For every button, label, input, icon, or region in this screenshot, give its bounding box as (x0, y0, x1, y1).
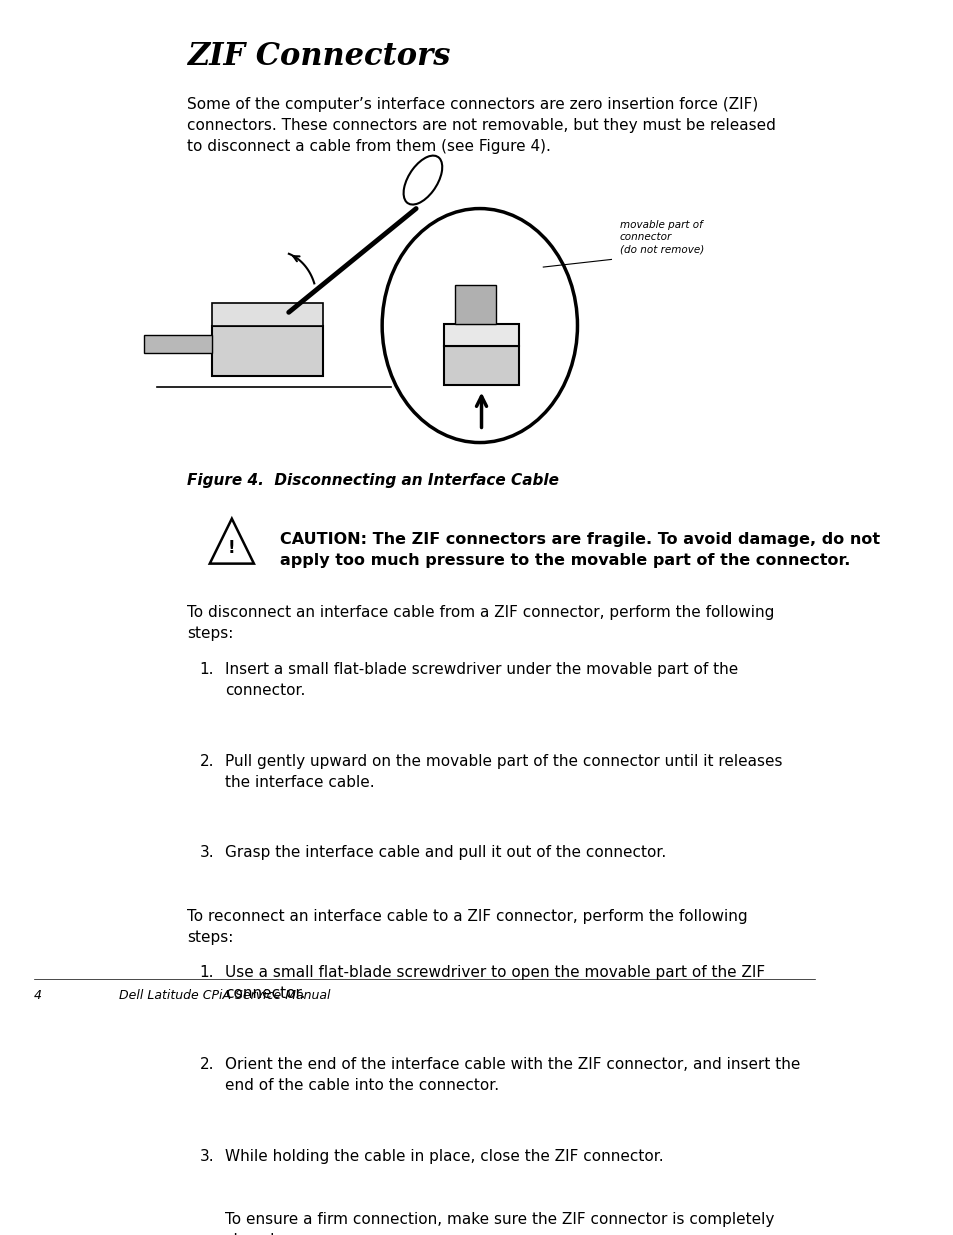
Text: 2.: 2. (199, 753, 213, 769)
Text: While holding the cable in place, close the ZIF connector.: While holding the cable in place, close … (225, 1149, 663, 1163)
Text: 1.: 1. (199, 662, 213, 677)
Text: Insert a small flat-blade screwdriver under the movable part of the
connector.: Insert a small flat-blade screwdriver un… (225, 662, 738, 698)
FancyBboxPatch shape (444, 346, 518, 384)
Text: Orient the end of the interface cable with the ZIF connector, and insert the
end: Orient the end of the interface cable wi… (225, 1057, 800, 1093)
Text: Grasp the interface cable and pull it out of the connector.: Grasp the interface cable and pull it ou… (225, 846, 665, 861)
Text: 4: 4 (34, 989, 42, 1002)
Text: To disconnect an interface cable from a ZIF connector, perform the following
ste: To disconnect an interface cable from a … (187, 605, 774, 641)
Text: 1.: 1. (199, 966, 213, 981)
Text: To ensure a firm connection, make sure the ZIF connector is completely
closed.: To ensure a firm connection, make sure t… (225, 1212, 774, 1235)
Text: 2.: 2. (199, 1057, 213, 1072)
FancyBboxPatch shape (144, 335, 213, 353)
Text: Use a small flat-blade screwdriver to open the movable part of the ZIF
connector: Use a small flat-blade screwdriver to op… (225, 966, 764, 1002)
Text: Pull gently upward on the movable part of the connector until it releases
the in: Pull gently upward on the movable part o… (225, 753, 781, 790)
Text: movable part of
connector
(do not remove): movable part of connector (do not remove… (619, 220, 703, 254)
FancyBboxPatch shape (213, 326, 322, 377)
Text: To reconnect an interface cable to a ZIF connector, perform the following
steps:: To reconnect an interface cable to a ZIF… (187, 909, 746, 945)
Text: 3.: 3. (199, 1149, 214, 1163)
Text: 3.: 3. (199, 846, 214, 861)
Ellipse shape (403, 156, 442, 205)
Text: !: ! (228, 538, 235, 557)
Text: Some of the computer’s interface connectors are zero insertion force (ZIF)
conne: Some of the computer’s interface connect… (187, 96, 775, 153)
Text: CAUTION: The ZIF connectors are fragile. To avoid damage, do not
apply too much : CAUTION: The ZIF connectors are fragile.… (280, 532, 880, 568)
FancyBboxPatch shape (455, 285, 496, 324)
FancyBboxPatch shape (213, 303, 322, 326)
Text: Figure 4.  Disconnecting an Interface Cable: Figure 4. Disconnecting an Interface Cab… (187, 473, 558, 488)
Text: Dell Latitude CPiA Service Manual: Dell Latitude CPiA Service Manual (119, 989, 330, 1002)
FancyBboxPatch shape (444, 324, 518, 346)
Text: ZIF Connectors: ZIF Connectors (187, 41, 450, 72)
